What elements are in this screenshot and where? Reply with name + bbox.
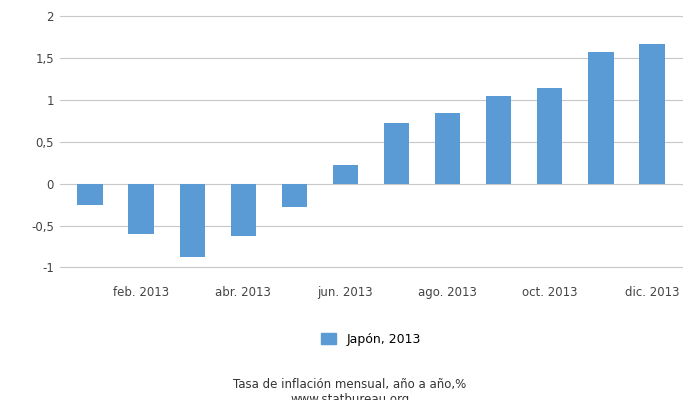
Bar (435, 113, 461, 184)
Bar (384, 123, 409, 184)
Bar (537, 88, 563, 184)
Bar (588, 52, 614, 184)
Bar (281, 184, 307, 207)
Bar (230, 184, 256, 236)
Text: www.statbureau.org: www.statbureau.org (290, 393, 410, 400)
Bar (332, 165, 358, 184)
Text: Tasa de inflación mensual, año a año,%: Tasa de inflación mensual, año a año,% (233, 378, 467, 391)
Legend: Japón, 2013: Japón, 2013 (318, 329, 424, 350)
Bar (128, 184, 154, 234)
Bar (486, 96, 512, 184)
Bar (78, 184, 103, 205)
Bar (639, 44, 664, 184)
Bar (179, 184, 205, 256)
